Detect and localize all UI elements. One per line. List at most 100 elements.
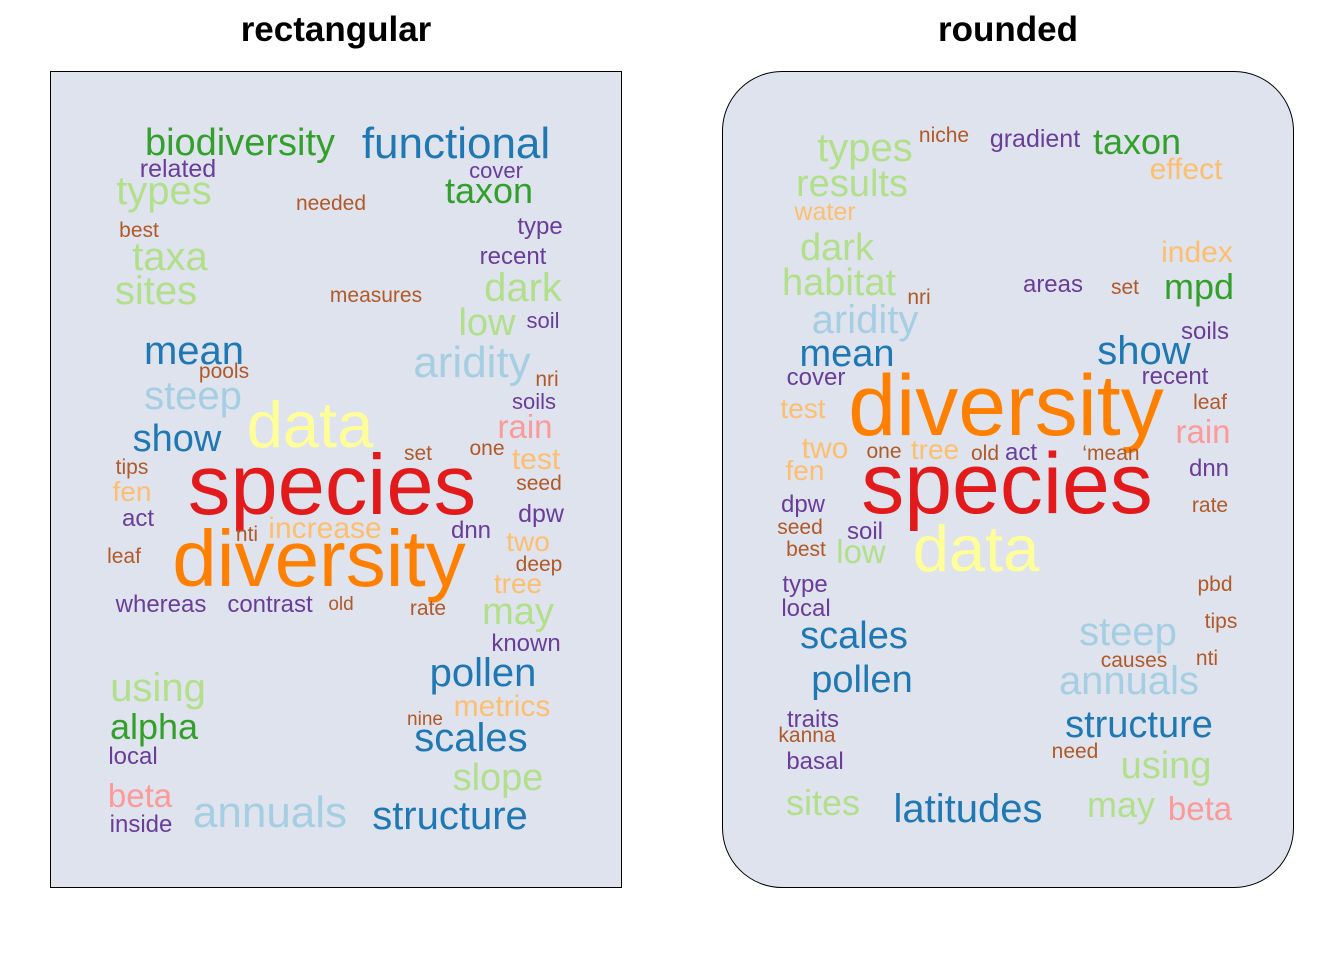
- rounded-word-taxon: taxon: [1093, 121, 1181, 162]
- rounded-word-water: water: [793, 198, 855, 226]
- rounded-word-cover: cover: [787, 364, 846, 391]
- rounded-word-old: old: [971, 442, 999, 465]
- rectangular-word-may: may: [482, 591, 554, 633]
- rectangular-word-seed: seed: [516, 472, 562, 495]
- rounded-word-local: local: [781, 595, 830, 622]
- rectangular-word-biodiversity: biodiversity: [145, 122, 335, 164]
- rectangular-word-tips: tips: [116, 456, 149, 479]
- rounded-word-need: need: [1052, 740, 1099, 763]
- rounded-word-test: test: [780, 393, 825, 424]
- rounded-word-leaf: leaf: [1193, 391, 1227, 414]
- rectangular-word-cover: cover: [469, 158, 523, 183]
- rectangular-word-tree: tree: [494, 568, 542, 599]
- rectangular-word-alpha: alpha: [110, 706, 199, 747]
- rounded-word-two: two: [802, 432, 849, 465]
- rectangular-word-low: low: [458, 302, 516, 344]
- rounded-word-dpw: dpw: [781, 491, 826, 518]
- rounded-word-pbd: pbd: [1197, 573, 1232, 596]
- rectangular-word-contrast: contrast: [227, 591, 313, 618]
- rounded-word-scales: scales: [800, 615, 908, 657]
- right-panel-title: rounded: [938, 10, 1078, 49]
- rectangular-word-recent: recent: [480, 243, 547, 270]
- rectangular-word-nri: nri: [535, 368, 558, 391]
- rectangular-word-one: one: [469, 437, 504, 460]
- rectangular-word-dpw: dpw: [518, 500, 565, 528]
- rounded-word-best: best: [786, 538, 826, 561]
- rectangular-word-steep: steep: [144, 374, 242, 418]
- rectangular-cloud-panel: [50, 71, 622, 888]
- rounded-word-mean: mean: [799, 333, 894, 375]
- rectangular-word-show: show: [133, 418, 222, 460]
- rounded-word-soil: soil: [847, 518, 883, 545]
- rounded-word-fen: fen: [786, 455, 825, 486]
- rectangular-word-test: test: [512, 443, 561, 476]
- rounded-word-soils: soils: [1181, 318, 1229, 345]
- rectangular-word-nine: nine: [407, 709, 443, 730]
- rounded-word-set: set: [1111, 276, 1139, 299]
- rounded-word-one: one: [866, 440, 901, 463]
- rectangular-word-rain: rain: [497, 408, 552, 445]
- rectangular-word-structure: structure: [372, 794, 528, 838]
- rectangular-word-dnn: dnn: [451, 517, 491, 544]
- rounded-word-steep: steep: [1079, 610, 1177, 654]
- rectangular-word-old: old: [328, 594, 353, 615]
- rounded-word-kanna: kanna: [778, 724, 836, 747]
- rounded-word-habitat: habitat: [782, 262, 897, 304]
- rectangular-word-deep: deep: [516, 553, 563, 576]
- rounded-word-aridity: aridity: [812, 298, 919, 342]
- rounded-word-rain: rain: [1175, 413, 1230, 450]
- rounded-word-low: low: [836, 533, 886, 570]
- rounded-word-results: results: [796, 163, 908, 205]
- rectangular-word-nti: nti: [236, 523, 258, 546]
- rectangular-word-sites: sites: [115, 269, 197, 313]
- rectangular-word-slope: slope: [453, 757, 544, 799]
- rectangular-word-soils: soils: [512, 389, 556, 414]
- rectangular-word-rate: rate: [410, 597, 446, 620]
- rounded-word-show: show: [1097, 329, 1190, 373]
- rectangular-word-soil: soil: [526, 308, 559, 333]
- rounded-word-causes: causes: [1101, 649, 1168, 672]
- rounded-word-traits: traits: [787, 706, 839, 733]
- rounded-word-sites: sites: [786, 782, 860, 823]
- rounded-word-using: using: [1121, 745, 1212, 787]
- rounded-word-mean: ‘mean: [1082, 442, 1139, 465]
- rectangular-word-inside: inside: [110, 811, 173, 838]
- rounded-word-gradient: gradient: [990, 125, 1080, 153]
- rectangular-word-set: set: [404, 442, 432, 465]
- rectangular-word-type: type: [517, 213, 562, 240]
- rectangular-word-types: types: [116, 169, 212, 213]
- rounded-word-nti: nti: [1196, 647, 1218, 670]
- rounded-word-types: types: [817, 126, 913, 170]
- rounded-word-diversity: diversity: [848, 358, 1163, 454]
- rectangular-word-scales: scales: [414, 716, 527, 760]
- rectangular-word-species: species: [188, 438, 476, 533]
- rounded-word-cloud: niche gradient taxon types effect resultswate…: [777, 121, 1237, 831]
- rounded-word-act: act: [1005, 439, 1037, 466]
- rounded-word-rate: rate: [1192, 494, 1228, 517]
- rectangular-word-aridity: aridity: [413, 338, 530, 387]
- rounded-word-tips: tips: [1205, 610, 1238, 633]
- rectangular-word-whereas: whereas: [115, 591, 207, 618]
- rectangular-word-diversity: diversity: [172, 514, 465, 603]
- rectangular-word-best: best: [119, 219, 159, 242]
- rounded-word-areas: areas: [1023, 271, 1083, 298]
- rounded-word-species: species: [861, 436, 1153, 532]
- rounded-word-mpd: mpd: [1164, 266, 1234, 307]
- rounded-word-type: type: [782, 571, 827, 598]
- rounded-word-recent: recent: [1142, 363, 1209, 390]
- rounded-word-index: index: [1161, 236, 1233, 269]
- rectangular-word-fen: fen: [113, 476, 152, 507]
- rectangular-word-using: using: [110, 666, 206, 710]
- rectangular-word-taxa: taxa: [132, 235, 208, 279]
- rounded-word-latitudes: latitudes: [894, 787, 1043, 831]
- rectangular-word-measures: measures: [330, 284, 422, 307]
- rectangular-word-annuals: annuals: [193, 788, 347, 837]
- rectangular-word-local: local: [108, 743, 157, 770]
- rectangular-word-leaf: leaf: [107, 545, 141, 568]
- rounded-word-niche: niche: [919, 124, 969, 147]
- rectangular-word-metrics: metrics: [454, 690, 551, 723]
- rounded-cloud-panel: [722, 71, 1294, 888]
- rounded-word-nri: nri: [907, 286, 930, 309]
- rounded-word-structure: structure: [1065, 704, 1213, 746]
